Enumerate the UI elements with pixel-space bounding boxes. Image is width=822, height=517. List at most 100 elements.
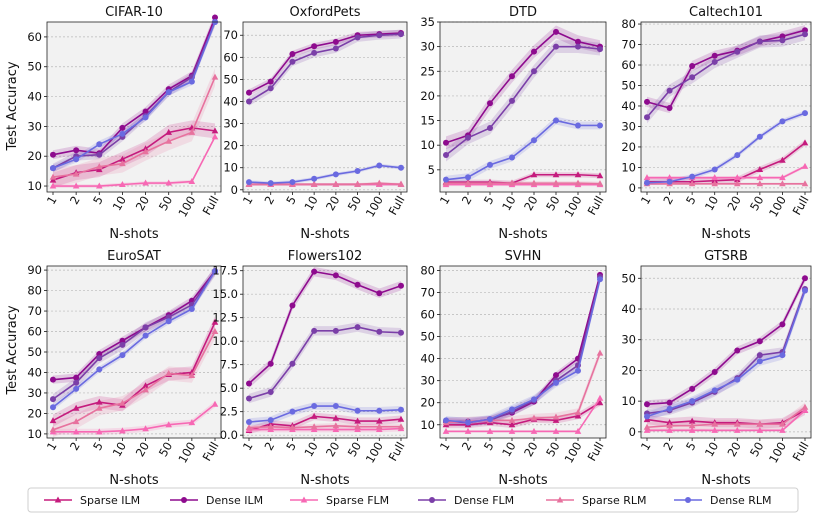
data-point [267,423,275,430]
series-line-dense-flm [646,33,806,118]
y-tick-label: 40 [420,352,435,366]
series-line-sparse-ilm [646,409,806,425]
data-point [311,43,318,50]
data-point [711,180,719,187]
series-line-dense-rlm [445,119,600,181]
series-line-dense-rlm [646,112,806,184]
data-point [267,180,274,187]
data-point [465,419,471,426]
data-point [801,403,809,410]
x-tick-label: 50 [747,194,766,214]
x-tick-label: 10 [499,194,518,214]
y-tick-label: 10.0 [212,334,238,348]
data-point [689,74,696,81]
series-line-dense-rlm [248,164,402,184]
y-tick-label: 40 [27,90,42,104]
series-line-dense-flm [248,326,402,400]
data-point [711,387,718,394]
data-point [734,376,741,383]
data-point [802,287,808,294]
data-point [49,182,57,189]
data-point [188,372,196,379]
y-tick-label: 80 [27,284,42,298]
x-tick-label: 2 [262,440,278,453]
data-point [50,404,56,411]
plot-frame [242,21,408,193]
data-point [142,108,149,115]
data-point [464,427,472,434]
x-tick-label: 10 [301,194,320,214]
data-point [509,97,515,104]
data-point [96,355,103,362]
data-point [487,100,493,107]
data-point [246,98,252,105]
y-tick-label: 70 [621,38,636,52]
data-point [644,401,650,408]
data-point [666,105,673,112]
data-point [530,414,538,421]
data-point [165,370,173,376]
data-point [531,48,537,55]
x-tick-label: 1 [44,440,60,453]
y-tick-label: 20 [27,149,42,163]
data-point [711,58,718,65]
y-tick-label: 60 [27,30,42,44]
y-tick-label: 60 [420,308,435,322]
data-point [779,174,786,181]
legend-marker [685,497,691,503]
data-point [756,133,763,140]
data-point [142,114,149,121]
data-point [354,168,361,175]
y-tick-label: 15.0 [212,287,238,301]
data-point [733,180,741,187]
legend-label: Sparse ILM [80,494,140,507]
data-point [398,164,404,171]
x-tick-label: 1 [44,194,60,207]
x-tick-label: 1 [638,194,654,207]
y-tick-label: 0 [629,425,636,439]
legend-item-dense-ilm: Dense ILM [170,494,263,507]
legend-marker [429,497,435,503]
x-tick-label: Full [386,440,408,464]
data-point [49,417,57,424]
data-point [597,122,603,129]
data-point [119,399,126,406]
data-point [49,426,57,433]
y-tick-label: 80 [420,263,435,277]
data-point [142,382,149,389]
y-tick-label: 70 [223,28,238,42]
x-axis-label: N-shots [109,227,158,242]
data-point [246,179,252,186]
data-point [332,180,340,187]
x-tick-label: 20 [724,194,743,214]
data-point [756,358,763,365]
data-point [165,421,173,428]
x-tick-label: 50 [156,194,175,214]
y-tick-label: 90 [27,263,42,277]
data-point [49,173,57,180]
y-tick-label: 5 [428,163,435,177]
series-band-dense-rlm [249,402,401,426]
x-tick-label: 100 [363,440,386,466]
data-point [50,376,56,383]
series-line-sparse-flm [53,403,216,433]
data-point [119,155,126,162]
x-tick-label: Full [200,440,222,464]
data-point [552,416,560,423]
y-tick-label: 0 [629,181,636,195]
plot-frame [439,265,607,439]
plot-frame [640,21,812,193]
x-tick-label: 1 [240,440,256,453]
data-point [188,306,195,312]
data-point [801,139,809,146]
series-line-dense-ilm [248,32,402,94]
data-point [311,175,318,182]
y-tick-label: 35 [420,15,435,29]
series-band-dense-flm [647,284,805,419]
x-tick-label: 10 [110,440,129,460]
legend-label: Sparse RLM [582,494,647,507]
series-band-dense-flm [53,266,215,405]
